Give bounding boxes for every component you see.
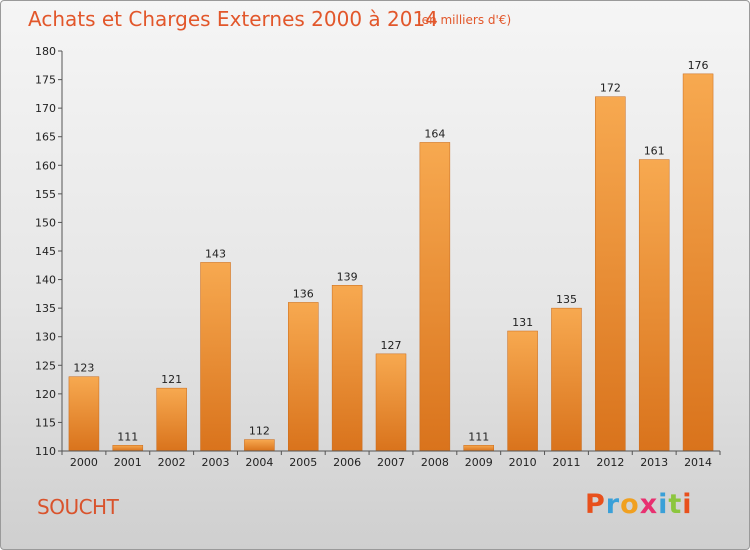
data-label: 139 bbox=[337, 270, 358, 283]
bar bbox=[638, 159, 670, 452]
bar bbox=[68, 376, 100, 452]
x-tick-label: 2000 bbox=[70, 456, 98, 469]
data-label: 111 bbox=[468, 430, 489, 443]
y-tick-label: 150 bbox=[35, 216, 56, 229]
y-tick-label: 180 bbox=[35, 45, 56, 58]
x-tick-label: 2008 bbox=[421, 456, 449, 469]
y-tick-label: 160 bbox=[35, 159, 56, 172]
bar bbox=[682, 73, 714, 452]
y-axis: 110 115 120 125 130 135 140 145 150 155 160 165 170 1… bbox=[35, 45, 63, 458]
x-tick-label: 2011 bbox=[552, 456, 580, 469]
bar bbox=[507, 330, 538, 452]
bar bbox=[375, 353, 407, 452]
bar bbox=[419, 142, 451, 452]
bar bbox=[156, 387, 187, 452]
x-tick-label: 2009 bbox=[465, 456, 493, 469]
y-tick-label: 135 bbox=[35, 302, 56, 315]
logo-letter: t bbox=[668, 489, 683, 520]
y-tick-label: 145 bbox=[35, 245, 56, 258]
x-axis: 2000 2001 2002 2003 2004 2005 2006 2007 2008 2009… bbox=[61, 450, 721, 469]
chart-title: Achats et Charges Externes 2000 à 2014 bbox=[28, 7, 438, 31]
data-label: 143 bbox=[205, 247, 226, 260]
y-tick-label: 125 bbox=[35, 359, 56, 372]
x-tick-label: 2007 bbox=[377, 456, 405, 469]
data-label: 112 bbox=[249, 425, 270, 438]
x-tick-label: 2002 bbox=[158, 456, 186, 469]
x-tick-label: 2005 bbox=[289, 456, 317, 469]
x-tick-label: 2010 bbox=[509, 456, 537, 469]
x-tick-label: 2006 bbox=[333, 456, 361, 469]
y-tick-label: 170 bbox=[35, 102, 56, 115]
y-tick-label: 120 bbox=[35, 388, 56, 401]
x-tick-label: 2013 bbox=[640, 456, 668, 469]
bar bbox=[331, 285, 363, 452]
x-tick-label: 2003 bbox=[202, 456, 230, 469]
data-label: 121 bbox=[161, 373, 182, 386]
bar bbox=[288, 302, 319, 452]
y-tick-label: 140 bbox=[35, 274, 56, 287]
bar bbox=[200, 262, 231, 452]
logo-letter: x bbox=[639, 489, 659, 520]
data-label: 164 bbox=[424, 127, 445, 140]
y-tick-label: 165 bbox=[35, 131, 56, 144]
data-label: 136 bbox=[293, 287, 314, 300]
data-label: 123 bbox=[73, 362, 94, 375]
data-label: 131 bbox=[512, 316, 533, 329]
commune-name: SOUCHT bbox=[37, 495, 119, 519]
bar bbox=[595, 96, 626, 452]
data-label: 111 bbox=[117, 430, 138, 443]
x-tick-label: 2014 bbox=[684, 456, 712, 469]
data-label: 127 bbox=[381, 339, 402, 352]
y-tick-label: 115 bbox=[35, 416, 56, 429]
logo-letter: P bbox=[585, 489, 606, 520]
bar bbox=[244, 439, 275, 452]
data-label: 176 bbox=[688, 59, 709, 72]
y-tick-label: 130 bbox=[35, 331, 56, 344]
bar bbox=[463, 445, 494, 452]
data-label: 135 bbox=[556, 293, 577, 306]
bar-series: 123 111 121 143 112 136 139 127 164 111 131 135 172 1… bbox=[68, 59, 714, 452]
y-tick-label: 110 bbox=[35, 445, 56, 458]
x-tick-label: 2012 bbox=[596, 456, 624, 469]
logo-letter: o bbox=[620, 489, 640, 520]
y-tick-label: 155 bbox=[35, 188, 56, 201]
logo-letter: i bbox=[682, 489, 693, 520]
y-tick-label: 175 bbox=[35, 74, 56, 87]
data-label: 161 bbox=[644, 145, 665, 158]
x-tick-label: 2004 bbox=[245, 456, 273, 469]
logo-letter: i bbox=[658, 489, 669, 520]
data-label: 172 bbox=[600, 82, 621, 95]
proxiti-logo[interactable]: Proxiti bbox=[585, 489, 693, 520]
x-tick-label: 2001 bbox=[114, 456, 142, 469]
bar bbox=[112, 445, 144, 452]
chart-subtitle: (en milliers d'€) bbox=[417, 13, 512, 27]
logo-letter: r bbox=[605, 489, 621, 520]
bar bbox=[551, 307, 582, 452]
